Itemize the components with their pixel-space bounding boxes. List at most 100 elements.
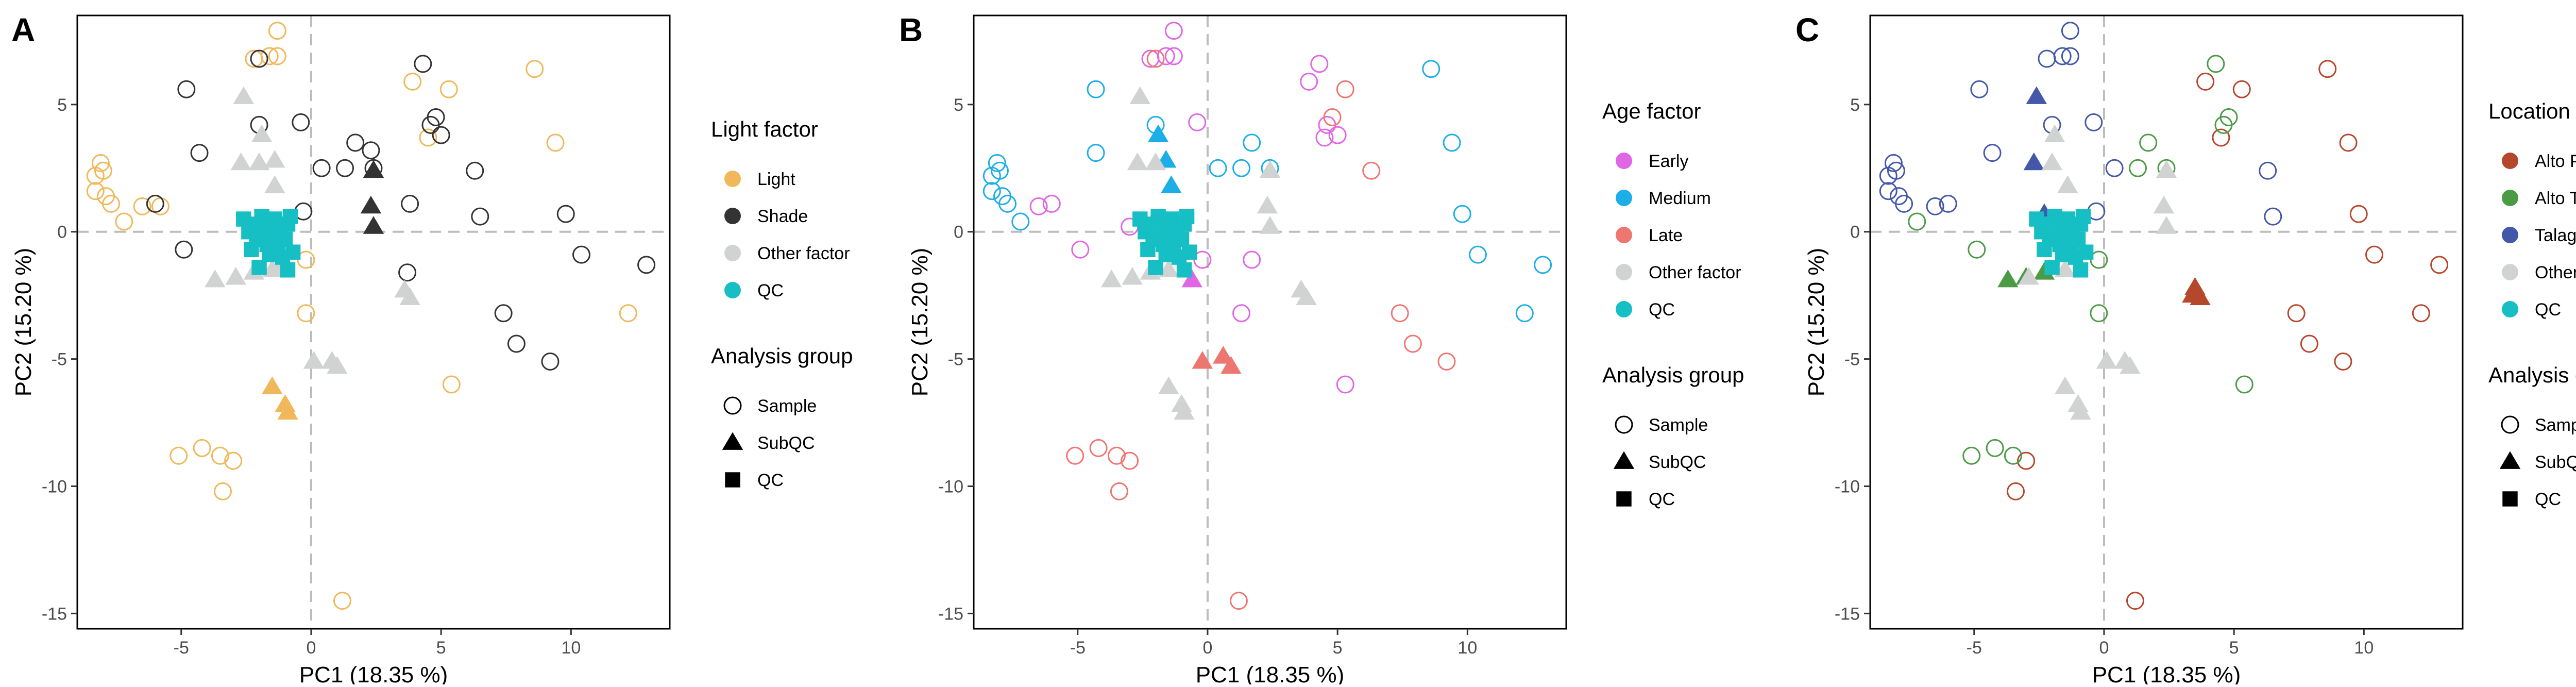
x-tick-label: 0: [306, 638, 316, 658]
data-point-other-factor-triangle: [230, 152, 252, 171]
y-tick-label: 5: [954, 95, 963, 115]
data-point-late-circle-open: [1403, 334, 1422, 353]
data-point-light-circle-open: [94, 161, 112, 180]
data-point-other-factor-triangle: [2057, 175, 2078, 193]
data-point-alto-pano-circle-open: [2287, 304, 2306, 323]
legend-item-label: Other factor: [757, 244, 850, 263]
data-point-qc-square: [1148, 260, 1163, 275]
data-point-shade-circle-open: [346, 133, 365, 152]
data-point-shade-circle-open: [421, 115, 440, 134]
data-point-other-factor-triangle: [1296, 287, 1317, 306]
data-point-alto-pano-circle-open: [2232, 80, 2251, 98]
data-point-shade-triangle: [363, 216, 384, 234]
data-point-medium-circle-open: [1443, 133, 1461, 152]
data-point-other-factor-triangle: [2096, 351, 2117, 369]
legend-shape-square: [725, 472, 740, 488]
legend-item-label: Alto Tena: [2535, 189, 2576, 208]
panel-letter: A: [11, 11, 35, 48]
data-point-qc-square: [1163, 211, 1179, 227]
data-point-light-circle-open: [213, 482, 232, 500]
legend-shape-square: [2502, 491, 2518, 507]
data-point-talag-triangle: [2023, 152, 2045, 171]
data-point-qc-square: [244, 242, 259, 257]
data-point-other-factor-triangle: [1158, 376, 1179, 394]
legend-item-label: Talag: [2535, 226, 2576, 245]
data-point-shade-circle-open: [414, 55, 432, 73]
data-point-alto-pano-circle-open: [2006, 482, 2025, 500]
data-point-qc-square: [280, 262, 296, 278]
data-point-early-circle-open: [1232, 304, 1251, 323]
y-tick-label: -15: [42, 604, 67, 624]
legend: Age factor Early Medium Late Other factor QC A…: [1602, 99, 1744, 509]
data-point-shade-circle-open: [175, 240, 193, 259]
data-point-medium-circle-open: [998, 194, 1017, 213]
panel-b: B -5 0 5 10 -15 -10 -5 0 5 PC1 (18.35 %) PC2 (15.20…: [899, 11, 1744, 687]
x-tick-label: 5: [2229, 638, 2239, 658]
data-point-other-factor-triangle: [1174, 401, 1195, 420]
legend-item-label: SubQC: [757, 433, 815, 453]
data-point-early-triangle: [1181, 269, 1202, 288]
legend-item-label: Light: [757, 170, 795, 189]
x-axis-title: PC1 (18.35 %): [2092, 662, 2241, 684]
data-point-medium-circle-open: [1453, 205, 1471, 223]
panel-a: A -5 0 5 10 -15 -10 -5 0 5 PC1 (18.35 %) PC2 (15.20…: [11, 11, 853, 687]
data-point-other-factor-triangle: [2156, 160, 2177, 178]
data-point-light-circle-open: [297, 304, 315, 323]
legend-shape-circle-open: [723, 396, 742, 415]
data-point-qc-square: [2075, 209, 2091, 224]
data-point-late-circle-open: [1110, 482, 1128, 500]
data-point-light-circle-open: [211, 446, 229, 465]
data-point-qc-square: [1176, 262, 1192, 278]
y-axis-title: PC2 (15.20 %): [1804, 248, 1829, 397]
data-point-shade-circle-open: [637, 256, 656, 274]
data-point-qc-square: [251, 260, 267, 275]
data-point-qc-square: [2073, 262, 2089, 278]
data-point-medium-circle-open: [1422, 60, 1440, 78]
data-point-late-circle-open: [1437, 353, 1456, 371]
data-point-alto-pano-circle-open: [2196, 72, 2215, 91]
data-point-other-factor-triangle: [2055, 376, 2076, 394]
data-point-other-factor-triangle: [264, 149, 285, 168]
data-point-late-circle-open: [1362, 161, 1381, 180]
data-point-light-circle-open: [170, 446, 188, 465]
data-point-alto-tena-circle-open: [1986, 439, 2004, 457]
data-point-light-circle-open: [115, 212, 133, 231]
data-point-other-factor-triangle: [1257, 195, 1278, 214]
data-point-late-circle-open: [1323, 108, 1342, 127]
legend-item-label: QC: [1649, 490, 1675, 509]
data-point-early-circle-open: [1071, 240, 1090, 259]
y-axis-title: PC2 (15.20 %): [11, 248, 36, 397]
legend-item-label: Medium: [1649, 189, 1711, 208]
legend-item-label: QC: [757, 281, 784, 300]
legend-swatch: [2502, 227, 2518, 243]
data-point-early-circle-open: [1042, 194, 1061, 213]
data-point-light-circle-open: [403, 72, 422, 91]
data-point-medium-triangle: [1147, 124, 1169, 142]
data-point-early-circle-open: [1193, 250, 1212, 269]
data-point-other-factor-triangle: [251, 124, 273, 142]
data-point-shade-circle-open: [572, 245, 591, 264]
x-tick-label: 10: [2354, 638, 2374, 658]
data-point-talag-circle-open: [1879, 182, 1897, 200]
data-point-qc-square: [2078, 244, 2094, 260]
data-point-other-factor-triangle: [1259, 160, 1281, 178]
data-point-medium-circle-open: [1087, 144, 1105, 162]
plot-frame: [973, 14, 1567, 630]
data-point-medium-circle-open: [1243, 133, 1261, 152]
data-point-shade-circle-open: [556, 205, 575, 223]
data-point-late-circle-open: [1121, 451, 1139, 470]
y-tick-label: -15: [1835, 604, 1860, 624]
data-point-other-factor-triangle: [2044, 124, 2065, 142]
data-point-light-circle-open: [86, 182, 105, 200]
data-point-other-factor-triangle: [233, 86, 255, 104]
data-point-medium-circle-open: [1515, 304, 1534, 323]
data-point-alto-tena-circle-open: [2139, 133, 2158, 152]
y-tick-label: 0: [954, 223, 963, 242]
data-point-talag-circle-open: [1884, 154, 1903, 172]
data-point-other-factor-triangle: [2120, 356, 2141, 374]
data-point-alto-tena-circle-open: [2090, 304, 2108, 323]
data-point-alto-pano-triangle: [2182, 284, 2203, 303]
data-point-qc-square: [2044, 260, 2060, 275]
data-point-alto-pano-circle-open: [2300, 334, 2318, 353]
data-point-alto-tena-circle-open: [2207, 55, 2225, 73]
